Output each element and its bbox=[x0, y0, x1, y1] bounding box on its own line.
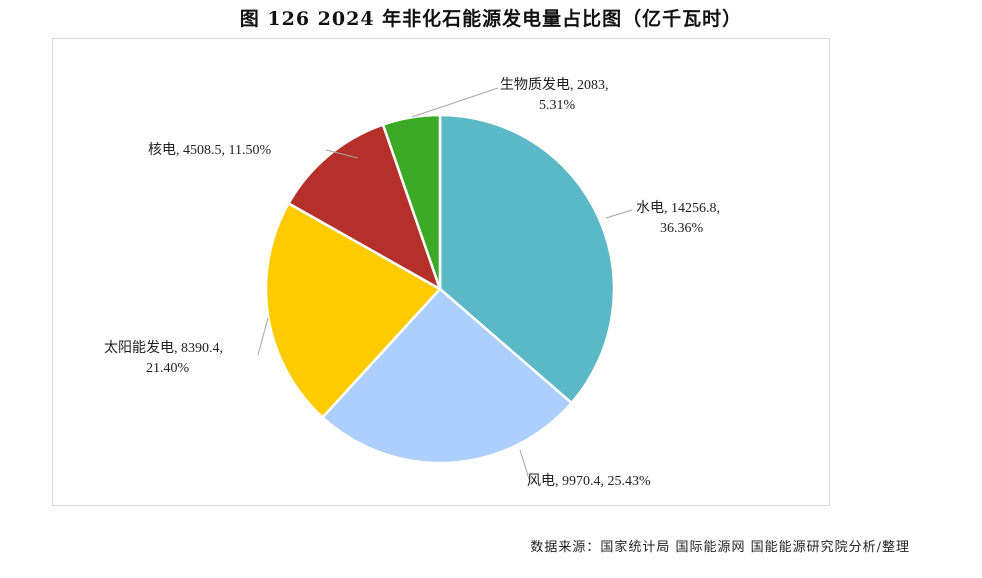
label-wind: 风电, 9970.4, 25.43% bbox=[527, 474, 651, 489]
pie-slice-nuclear bbox=[286, 123, 443, 292]
pie-slice-hydro bbox=[438, 113, 616, 405]
label-hydro-line1: 水电, 14256.8, bbox=[636, 201, 720, 216]
label-solar-line1: 太阳能发电, 8390.4, bbox=[104, 341, 223, 356]
pie-slice-wind bbox=[320, 287, 574, 465]
chart-title: 图 126 2024 年非化石能源发电量占比图（亿千瓦时） bbox=[239, 8, 743, 30]
label-biomass-line1: 生物质发电, 2083, bbox=[500, 78, 609, 93]
label-solar: 太阳能发电, 8390.4, 21.40% bbox=[104, 339, 223, 379]
leader-line-nuclear bbox=[325, 149, 359, 159]
label-biomass: 生物质发电, 2083, 5.31% bbox=[500, 76, 609, 116]
label-hydro-line2: 36.36% bbox=[660, 221, 704, 236]
leader-line-hydro bbox=[605, 209, 633, 219]
leader-line-wind bbox=[519, 449, 531, 483]
label-biomass-line2: 5.31% bbox=[539, 98, 576, 113]
label-nuclear: 核电, 4508.5, 11.50% bbox=[148, 143, 272, 158]
leader-line-biomass bbox=[411, 87, 499, 118]
data-source: 数据来源：国家统计局 国际能源网 国能能源研究院分析/整理 bbox=[530, 540, 910, 555]
label-hydro: 水电, 14256.8, 36.36% bbox=[636, 199, 720, 239]
label-solar-line2: 21.40% bbox=[146, 361, 190, 376]
pie-slice-solar bbox=[264, 201, 442, 420]
pie-slice-biomass bbox=[381, 113, 442, 290]
leader-line-solar bbox=[257, 317, 269, 356]
